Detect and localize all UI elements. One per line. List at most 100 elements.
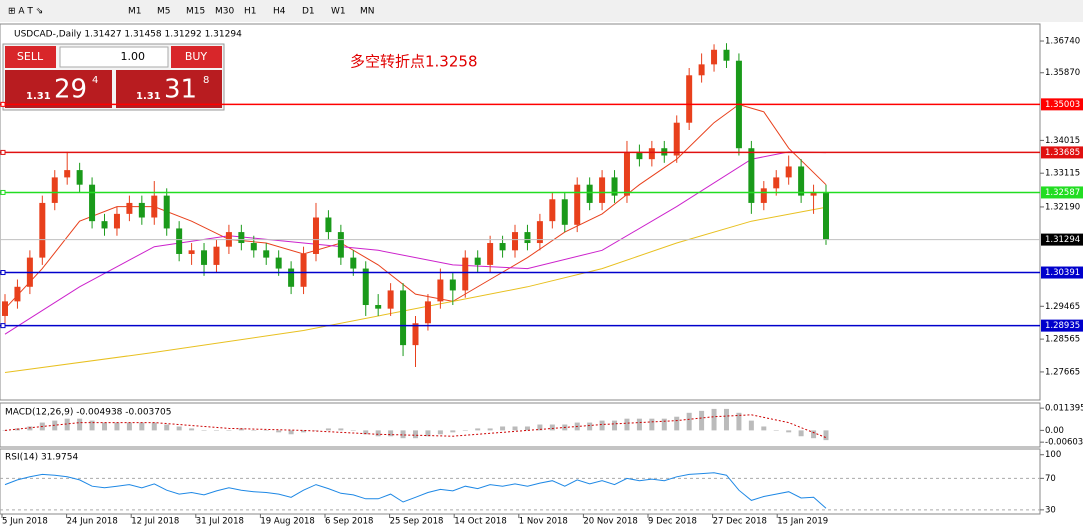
candle-body [64,170,71,178]
chart-title: USDCAD-,Daily 1.31427 1.31458 1.31292 1.… [14,30,242,40]
buy-price-big: 31 [164,75,197,105]
candle-body [686,75,693,123]
macd-bar [2,430,8,431]
level-label-box [1041,146,1083,159]
level-label-box [1041,98,1083,111]
macd-bar [27,426,33,431]
macd-bar [537,424,543,431]
macd-bar [89,420,95,431]
candle-body [387,290,394,309]
buy-price-small: 8 [203,75,209,86]
sell-price-box[interactable] [5,70,112,108]
x-tick-label: 19 Aug 2018 [260,517,314,527]
timeframe-button[interactable]: H4 [273,7,286,17]
buy-price-prefix: 1.31 [136,91,161,102]
x-tick-label: 12 Jul 2018 [131,517,179,527]
level-marker [0,149,6,155]
x-tick-label: 20 Nov 2018 [583,517,637,527]
macd-bar [388,430,394,437]
macd-bar [338,428,344,431]
macd-bar [251,430,257,431]
candle-body [39,202,46,258]
macd-bar [238,428,244,431]
candle-body [711,49,718,65]
timeframe-button[interactable]: M1 [128,7,142,17]
candle-body [487,243,494,265]
level-label: 1.28935 [1045,321,1080,331]
sell-label[interactable]: SELL [17,50,44,63]
sell-price-small: 4 [92,75,98,86]
candle-body [126,202,133,214]
candle-body [437,279,444,302]
macd-bar [811,430,817,439]
timeframe-button[interactable]: MN [360,7,375,17]
annotation: 多空转折点1.3258 [350,53,478,71]
candle-body [599,177,606,203]
candle-body [400,290,407,346]
y-tick-label: 100 [1045,450,1061,460]
macd-bar [612,420,618,431]
macd-bar [661,418,667,431]
macd-bar [624,418,630,431]
candle-body [213,246,220,265]
level-marker [0,189,6,195]
candle-body [312,217,319,254]
candle-body [337,232,344,258]
macd-bar [450,430,456,433]
macd-panel [0,402,1041,448]
candle-body [474,257,481,265]
candle-body [275,257,282,269]
y-tick-label: 1.27665 [1045,367,1080,377]
candle-body [648,148,655,160]
candle-body [151,195,158,218]
timeframe-button[interactable]: M5 [157,7,171,17]
macd-bar [512,426,518,431]
macd-bar [487,428,493,431]
timeframe-button[interactable]: H1 [244,7,257,17]
candle-body [462,257,469,291]
macd-bar [213,430,219,431]
candle-body [673,122,680,156]
timeframe-button[interactable]: M30 [215,7,234,17]
candle-body [536,221,543,244]
level-marker [0,270,6,276]
toolbar [0,0,1083,22]
candle-body [574,184,581,225]
macd-bar [462,430,468,431]
macd-bar [102,422,108,431]
lots-value[interactable]: 1.00 [121,50,146,63]
candle-body [424,301,431,324]
macd-bar [437,430,443,435]
candle-body [773,177,780,189]
candle-body [375,305,382,309]
lots-input[interactable] [59,46,169,68]
candle-body [810,191,817,196]
sell-button[interactable] [5,46,56,68]
level-label-box [1041,266,1083,279]
buy-label[interactable]: BUY [185,50,208,63]
candle-body [138,202,145,218]
timeframe-button[interactable]: M15 [186,7,205,17]
moving-average [4,206,827,373]
candle-body [113,213,120,229]
candle-body [325,217,332,233]
candle-body [263,250,270,258]
macd-bar [325,428,331,431]
candle-body [798,166,805,196]
macd-bar [189,428,195,431]
buy-button[interactable] [171,46,222,68]
tool-icon[interactable]: ⊞ A T ⇘ [8,7,43,17]
candle-body [288,268,295,287]
macd-bar [425,430,431,437]
rsi-panel [0,448,1041,515]
candle-body [499,243,506,251]
candle-body [2,301,8,316]
timeframe-button[interactable]: W1 [331,7,346,17]
macd-bar [599,420,605,431]
candle-body [512,232,519,251]
buy-price-box[interactable] [116,70,222,108]
macd-bar [126,422,132,431]
timeframe-button[interactable]: D1 [302,7,315,17]
candle-body [51,177,58,203]
